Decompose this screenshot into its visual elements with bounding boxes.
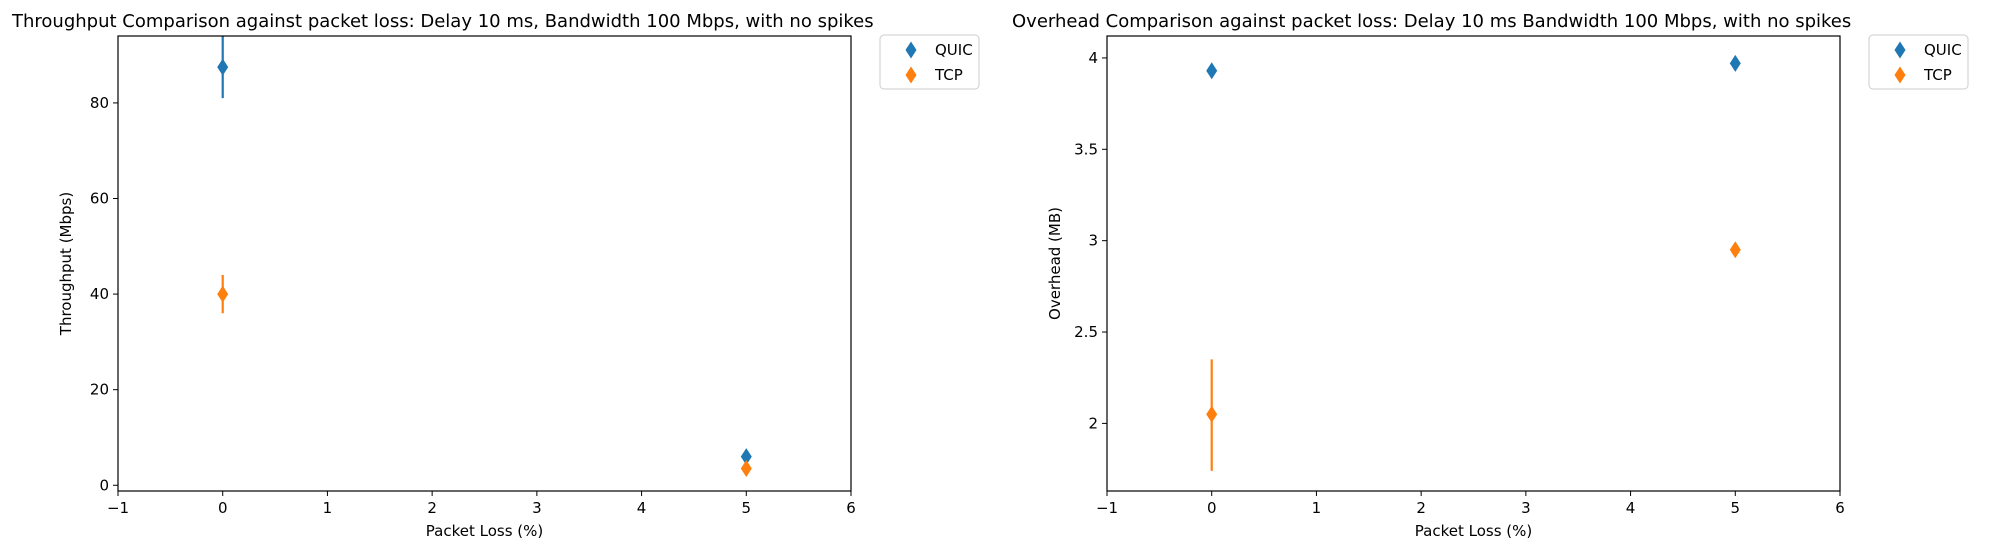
x-tick-label: 3 (532, 499, 542, 517)
legend: QUIC TCP (1868, 34, 1969, 90)
tcp-point (740, 460, 752, 478)
y-tick-label: 80 (90, 94, 109, 112)
throughput-chart: Throughput Comparison against packet los… (11, 11, 980, 540)
x-tick-label: 0 (1207, 499, 1217, 517)
legend-label-quic: QUIC (935, 41, 973, 59)
x-axis-label: Packet Loss (%) (1415, 522, 1532, 540)
x-tick-label: 4 (1626, 499, 1636, 517)
tcp-point (1729, 241, 1741, 259)
legend-label-tcp: TCP (1923, 66, 1952, 84)
overhead-chart: Overhead Comparison against packet loss:… (1012, 11, 1969, 540)
x-tick-label: 4 (637, 499, 647, 517)
plot-area-frame (1106, 35, 1841, 492)
quic-point (1729, 54, 1741, 72)
x-tick-label: 5 (1731, 499, 1741, 517)
x-tick-label: 1 (323, 499, 333, 517)
quic-point (217, 58, 229, 76)
plot-area-frame (117, 35, 852, 492)
x-tick-label: −1 (1096, 499, 1118, 517)
legend-marker-quic (1894, 41, 1906, 59)
y-tick-label: 3.5 (1074, 140, 1098, 158)
y-tick-label: 4 (1088, 49, 1098, 67)
legend-marker-quic (905, 41, 917, 59)
y-axis-label: Overhead (MB) (1046, 207, 1064, 320)
x-tick-label: 2 (1416, 499, 1426, 517)
y-tick-label: 20 (90, 381, 109, 399)
x-tick-label: 6 (846, 499, 856, 517)
x-tick-label: 3 (1521, 499, 1531, 517)
legend-label-quic: QUIC (1924, 41, 1962, 59)
legend-box (879, 34, 980, 90)
x-tick-label: 6 (1835, 499, 1845, 517)
legend-box (1868, 34, 1969, 90)
x-tick-label: 0 (218, 499, 228, 517)
y-tick-label: 40 (90, 285, 109, 303)
x-axis-label: Packet Loss (%) (426, 522, 543, 540)
legend-marker-tcp (1894, 66, 1906, 84)
chart-title: Throughput Comparison against packet los… (11, 11, 874, 32)
y-tick-label: 2.5 (1074, 323, 1098, 341)
y-tick-label: 0 (99, 476, 109, 494)
x-tick-label: 5 (742, 499, 752, 517)
tcp-point (217, 285, 229, 303)
y-tick-label: 60 (90, 190, 109, 208)
y-tick-label: 3 (1088, 232, 1098, 250)
quic-point (740, 448, 752, 466)
x-tick-label: 2 (427, 499, 437, 517)
x-tick-label: −1 (107, 499, 129, 517)
legend-label-tcp: TCP (934, 66, 963, 84)
y-tick-label: 2 (1088, 414, 1098, 432)
legend: QUIC TCP (879, 34, 980, 90)
tcp-point (1206, 405, 1218, 423)
quic-point (1206, 62, 1218, 80)
y-axis-label: Throughput (Mbps) (57, 192, 75, 336)
legend-marker-tcp (905, 66, 917, 84)
x-tick-label: 1 (1312, 499, 1322, 517)
chart-title: Overhead Comparison against packet loss:… (1012, 11, 1851, 32)
